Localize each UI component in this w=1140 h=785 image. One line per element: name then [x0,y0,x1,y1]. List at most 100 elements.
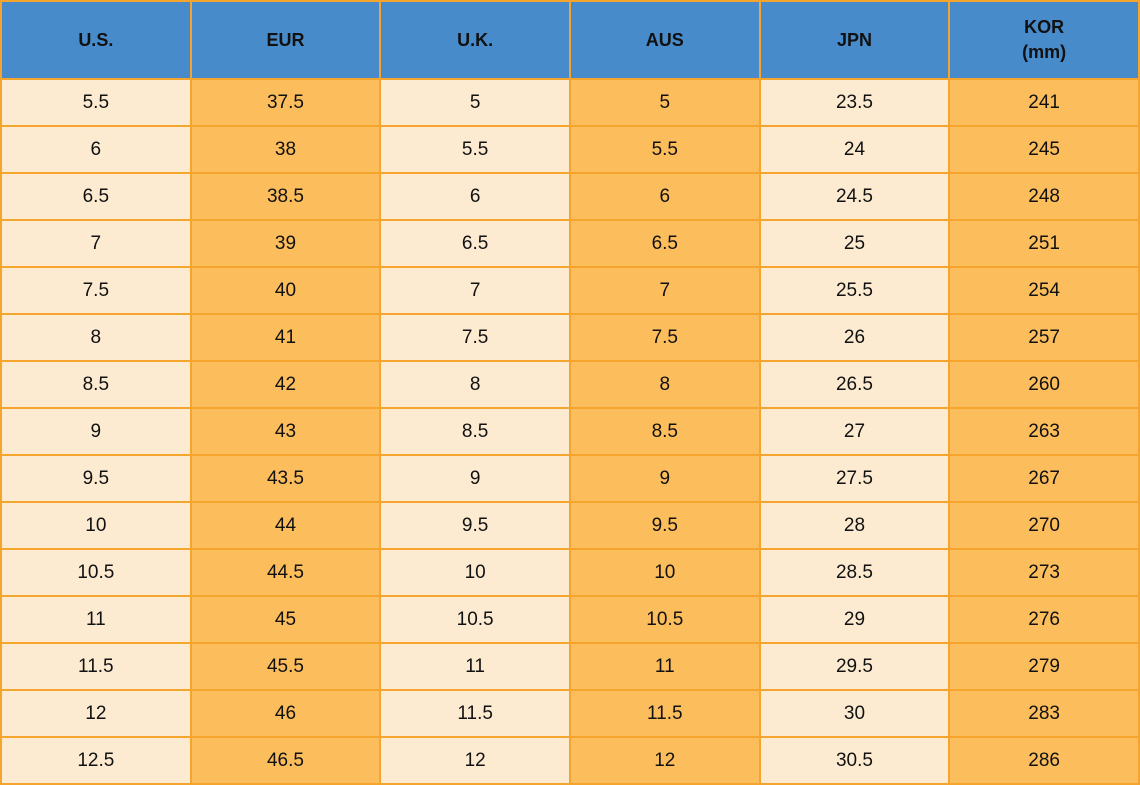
column-header-uk: U.K. [379,0,571,80]
table-cell: 11.5 [0,642,192,691]
table-header: U.S. EUR U.K. AUS JPN KOR (mm) [0,0,1140,80]
column-header-label: JPN [836,29,872,50]
table-cell: 7.5 [0,266,192,315]
table-cell: 25 [758,219,951,268]
table-cell: 8 [0,313,192,362]
table-cell: 6 [0,125,192,174]
table-cell: 8 [568,360,761,409]
table-cell: 29 [758,595,951,644]
column-header-label: U.S. [78,29,114,50]
table-cell: 46 [189,689,382,738]
table-row: 12 46 11.5 11.5 30 283 [0,689,1140,738]
table-cell: 8 [379,360,571,409]
table-cell: 27 [758,407,951,456]
table-cell: 12 [0,689,192,738]
table-cell: 248 [948,172,1140,221]
table-cell: 29.5 [758,642,951,691]
table-row: 9.5 43.5 9 9 27.5 267 [0,454,1140,503]
table-cell: 7 [379,266,571,315]
table-cell: 5.5 [568,125,761,174]
table-cell: 10 [0,501,192,550]
table-cell: 43.5 [189,454,382,503]
table-cell: 11.5 [379,689,571,738]
table-cell: 9 [568,454,761,503]
table-cell: 9 [379,454,571,503]
table-cell: 10 [568,548,761,597]
table-cell: 28 [758,501,951,550]
column-header-jpn: JPN [758,0,951,80]
column-header-label: EUR [266,29,305,50]
table-cell: 30 [758,689,951,738]
table-cell: 9 [0,407,192,456]
table-cell: 5.5 [0,78,192,127]
table-cell: 12 [568,736,761,785]
header-row: U.S. EUR U.K. AUS JPN KOR (mm) [0,0,1140,80]
table-row: 8 41 7.5 7.5 26 257 [0,313,1140,362]
table-row: 9 43 8.5 8.5 27 263 [0,407,1140,456]
table-cell: 273 [948,548,1140,597]
table-cell: 6.5 [379,219,571,268]
table-cell: 241 [948,78,1140,127]
table-cell: 11.5 [568,689,761,738]
table-cell: 251 [948,219,1140,268]
table-cell: 283 [948,689,1140,738]
table-cell: 9.5 [379,501,571,550]
table-cell: 276 [948,595,1140,644]
table-cell: 8.5 [0,360,192,409]
table-row: 12.5 46.5 12 12 30.5 286 [0,736,1140,785]
table-cell: 40 [189,266,382,315]
table-cell: 10.5 [0,548,192,597]
table-cell: 45.5 [189,642,382,691]
table-cell: 5 [379,78,571,127]
table-cell: 25.5 [758,266,951,315]
table-row: 11.5 45.5 11 11 29.5 279 [0,642,1140,691]
table-row: 6 38 5.5 5.5 24 245 [0,125,1140,174]
column-header-label: AUS [645,29,684,50]
table-cell: 245 [948,125,1140,174]
table-cell: 10.5 [568,595,761,644]
column-header-eur: EUR [189,0,382,80]
table-cell: 46.5 [189,736,382,785]
column-header-kor: KOR (mm) [948,0,1140,80]
table-row: 5.5 37.5 5 5 23.5 241 [0,78,1140,127]
table-cell: 10.5 [379,595,571,644]
table-cell: 44.5 [189,548,382,597]
table-cell: 41 [189,313,382,362]
column-header-label: KOR [1024,17,1065,37]
table-cell: 11 [0,595,192,644]
table-cell: 42 [189,360,382,409]
table-cell: 38.5 [189,172,382,221]
table-cell: 8.5 [568,407,761,456]
table-cell: 5.5 [379,125,571,174]
table-cell: 286 [948,736,1140,785]
column-header-aus: AUS [568,0,761,80]
table-cell: 38 [189,125,382,174]
table-row: 10 44 9.5 9.5 28 270 [0,501,1140,550]
table-cell: 26.5 [758,360,951,409]
table-cell: 39 [189,219,382,268]
table-cell: 257 [948,313,1140,362]
table-row: 11 45 10.5 10.5 29 276 [0,595,1140,644]
table-row: 7 39 6.5 6.5 25 251 [0,219,1140,268]
table-cell: 27.5 [758,454,951,503]
table-cell: 7 [0,219,192,268]
table-cell: 6.5 [0,172,192,221]
table-cell: 5 [568,78,761,127]
table-cell: 23.5 [758,78,951,127]
table-cell: 260 [948,360,1140,409]
table-cell: 28.5 [758,548,951,597]
table-cell: 9.5 [0,454,192,503]
table-cell: 45 [189,595,382,644]
table-row: 7.5 40 7 7 25.5 254 [0,266,1140,315]
table-row: 10.5 44.5 10 10 28.5 273 [0,548,1140,597]
table-row: 8.5 42 8 8 26.5 260 [0,360,1140,409]
table-cell: 24.5 [758,172,951,221]
column-header-us: U.S. [0,0,192,80]
table-cell: 8.5 [379,407,571,456]
table-cell: 43 [189,407,382,456]
table-cell: 12 [379,736,571,785]
table-cell: 12.5 [0,736,192,785]
table-row: 6.5 38.5 6 6 24.5 248 [0,172,1140,221]
